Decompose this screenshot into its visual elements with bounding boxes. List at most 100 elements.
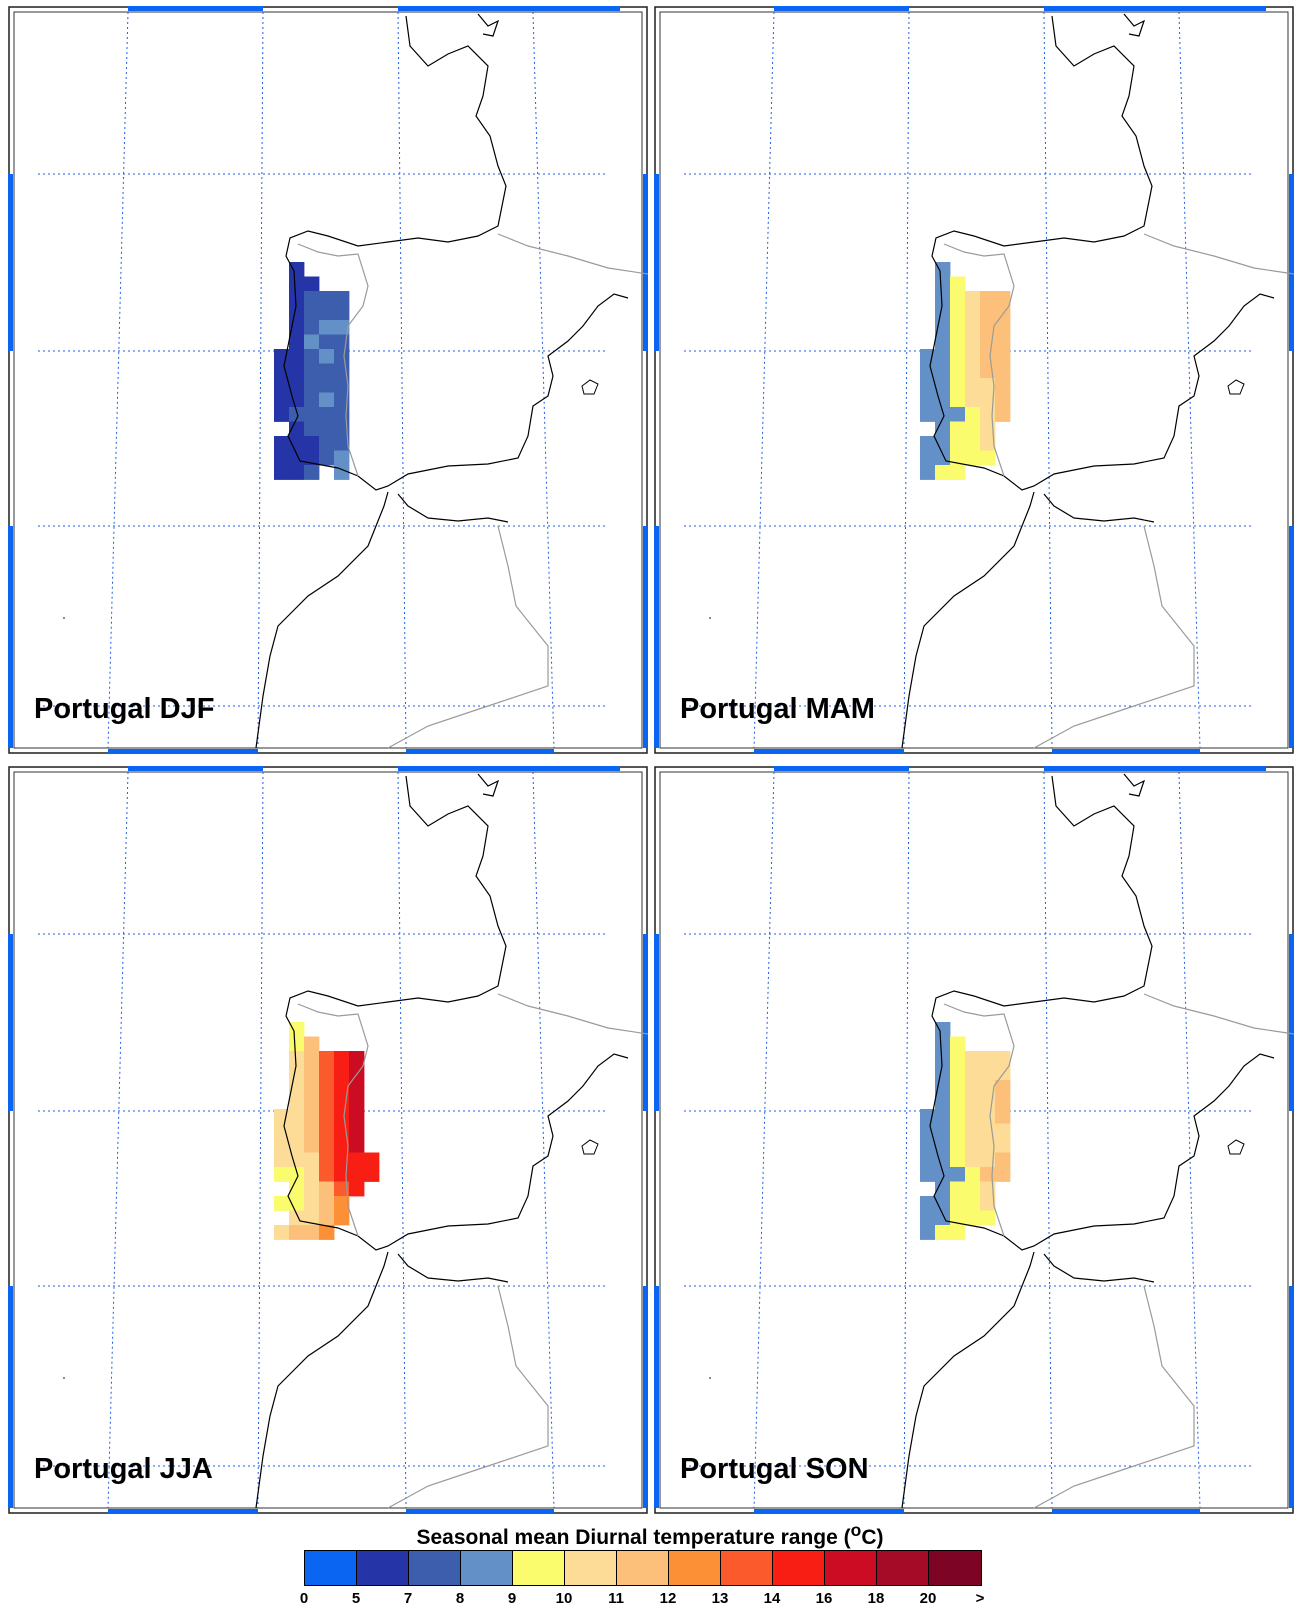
map-mam xyxy=(654,6,1294,754)
data-cell-djf xyxy=(334,320,350,335)
data-cell-djf xyxy=(274,436,290,451)
data-cell-mam xyxy=(950,465,966,480)
data-cell-jja xyxy=(334,1152,350,1168)
data-cell-mam xyxy=(965,334,981,350)
data-cell-jja xyxy=(349,1094,365,1110)
data-cell-djf xyxy=(319,407,335,422)
data-cell-jja xyxy=(319,1152,335,1168)
coastline-mam-1 xyxy=(1123,13,1146,37)
data-cell-djf xyxy=(289,334,305,350)
data-cell-djf xyxy=(304,378,320,393)
data-cell-jja xyxy=(319,1210,335,1226)
coastline-son-0 xyxy=(929,775,1275,1251)
data-cell-jja xyxy=(304,1138,320,1153)
data-cell-jja xyxy=(349,1109,365,1124)
data-cell-djf xyxy=(334,436,350,451)
data-cell-son xyxy=(980,1196,996,1211)
data-cell-jja xyxy=(274,1152,290,1168)
data-cell-djf xyxy=(334,407,350,422)
data-cell-jja xyxy=(289,1094,305,1110)
data-cell-jja xyxy=(304,1167,320,1182)
coastline-jja-1 xyxy=(477,773,500,797)
data-cell-jja xyxy=(349,1123,365,1139)
data-cell-mam xyxy=(995,392,1011,408)
data-cell-djf xyxy=(274,465,290,480)
data-cell-son xyxy=(935,1022,951,1037)
data-cell-son xyxy=(995,1080,1011,1095)
data-cell-jja xyxy=(304,1225,320,1240)
data-cell-son xyxy=(965,1210,981,1226)
data-cell-mam xyxy=(965,363,981,379)
data-cell-jja xyxy=(349,1181,365,1197)
data-cell-mam xyxy=(950,320,966,335)
data-cell-jja xyxy=(274,1167,290,1182)
data-cell-jja xyxy=(334,1167,350,1182)
data-cell-djf xyxy=(304,291,320,306)
coastline-mam-2 xyxy=(901,491,1035,749)
legend-swatch-12 xyxy=(929,1551,981,1585)
legend-swatch-2 xyxy=(409,1551,461,1585)
island-dot-son xyxy=(709,1377,711,1379)
data-cell-son xyxy=(950,1196,966,1211)
data-cell-mam xyxy=(935,276,951,292)
data-cell-mam xyxy=(920,392,936,408)
border-jja-2 xyxy=(387,1285,549,1509)
data-cell-djf xyxy=(304,450,320,466)
data-cell-jja xyxy=(304,1123,320,1139)
data-cell-son xyxy=(920,1123,936,1139)
data-cell-mam xyxy=(935,465,951,480)
data-cell-mam xyxy=(965,349,981,364)
data-cell-son xyxy=(995,1051,1011,1066)
data-cell-son xyxy=(950,1109,966,1124)
legend-swatch-9 xyxy=(773,1551,825,1585)
data-cell-son xyxy=(950,1138,966,1153)
data-cell-djf xyxy=(334,291,350,306)
data-cell-mam xyxy=(950,349,966,364)
data-cell-mam xyxy=(920,407,936,422)
data-cell-son xyxy=(950,1080,966,1095)
data-cell-son xyxy=(965,1094,981,1110)
data-cell-djf xyxy=(319,334,335,350)
data-cell-jja xyxy=(319,1138,335,1153)
data-cell-son xyxy=(965,1065,981,1081)
data-cell-mam xyxy=(965,320,981,335)
legend-swatch-8 xyxy=(721,1551,773,1585)
data-cell-djf xyxy=(289,262,305,277)
data-cell-mam xyxy=(980,421,996,437)
data-cell-son xyxy=(950,1065,966,1081)
data-cell-jja xyxy=(289,1225,305,1240)
data-cell-jja xyxy=(304,1094,320,1110)
data-cell-djf xyxy=(289,450,305,466)
data-cell-son xyxy=(995,1109,1011,1124)
border-son-2 xyxy=(1033,1285,1195,1509)
data-cell-jja xyxy=(364,1167,380,1182)
data-cell-son xyxy=(980,1138,996,1153)
data-cell-mam xyxy=(995,320,1011,335)
data-grid-jja xyxy=(274,1022,380,1240)
border-djf-2 xyxy=(387,525,549,749)
panel-label-djf: Portugal DJF xyxy=(34,693,215,725)
data-cell-mam xyxy=(980,392,996,408)
data-cell-djf xyxy=(334,465,350,480)
data-cell-djf xyxy=(289,305,305,321)
data-cell-mam xyxy=(935,334,951,350)
data-cell-son xyxy=(965,1123,981,1139)
panel-label-jja: Portugal JJA xyxy=(34,1453,213,1485)
data-cell-djf xyxy=(304,407,320,422)
island-djf xyxy=(581,379,599,395)
data-cell-mam xyxy=(995,334,1011,350)
map-inner-frame-mam xyxy=(659,11,1289,749)
data-cell-djf xyxy=(319,363,335,379)
data-cell-mam xyxy=(965,291,981,306)
coastline-djf-1 xyxy=(477,13,500,37)
legend-colorbar xyxy=(304,1550,982,1586)
data-cell-djf xyxy=(304,392,320,408)
data-cell-son xyxy=(965,1181,981,1197)
data-cell-son xyxy=(995,1152,1011,1168)
data-cell-mam xyxy=(995,291,1011,306)
data-cell-djf xyxy=(319,349,335,364)
coastline-son-2 xyxy=(901,1251,1035,1509)
legend-title: Seasonal mean Diurnal temperature range … xyxy=(416,1520,884,1549)
data-cell-jja xyxy=(364,1152,380,1168)
data-cell-mam xyxy=(980,450,996,466)
